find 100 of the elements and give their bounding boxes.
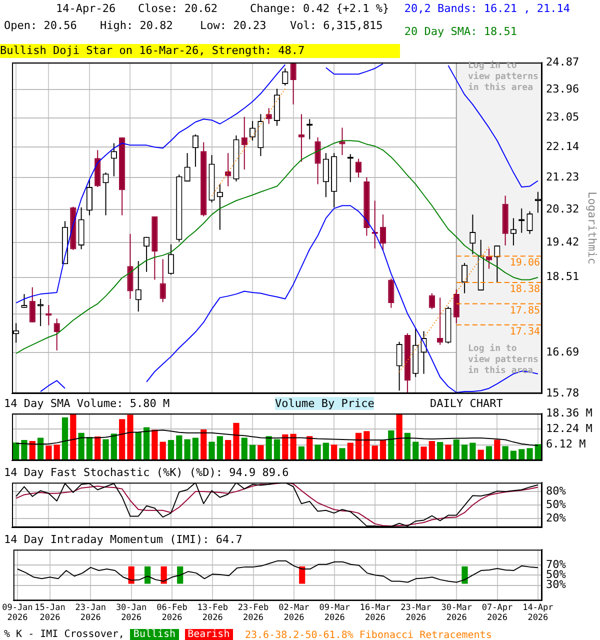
x-tick-label: 14-Apr 2026 bbox=[522, 602, 554, 624]
candlestick bbox=[322, 152, 329, 198]
x-tick-label: 02-Mar 2026 bbox=[278, 602, 310, 624]
bar bbox=[445, 444, 452, 460]
candlestick bbox=[46, 304, 52, 326]
bar bbox=[216, 436, 223, 460]
y-tick-label: 20% bbox=[546, 511, 566, 524]
candlestick bbox=[110, 142, 117, 177]
annotation: Log in to view patterns in this area bbox=[468, 61, 540, 94]
candlestick bbox=[396, 341, 402, 392]
x-tick-label: 30-Mar 2026 bbox=[441, 602, 472, 624]
bar bbox=[135, 432, 142, 460]
candlestick bbox=[241, 116, 248, 170]
ref-line-label: 19.06 bbox=[510, 258, 540, 269]
x-tick-label: 23-Feb 2026 bbox=[238, 602, 269, 624]
bar bbox=[168, 440, 174, 460]
y-tick-label: 15.78 bbox=[546, 386, 580, 400]
text: 20 Day SMA: 18.51 bbox=[404, 24, 518, 40]
bar bbox=[306, 436, 313, 460]
bar bbox=[453, 440, 460, 460]
candlestick bbox=[184, 152, 190, 182]
text: High: 20.82 bbox=[100, 19, 173, 32]
bar bbox=[184, 439, 190, 460]
candlestick bbox=[461, 262, 468, 294]
x-tick-label: 16-Mar 2026 bbox=[360, 602, 391, 624]
y-tick-label: 23.96 bbox=[546, 82, 580, 96]
candlestick bbox=[282, 68, 288, 86]
candlestick bbox=[266, 108, 272, 124]
bar bbox=[322, 442, 329, 460]
text: Volume By Price bbox=[275, 397, 374, 410]
candlestick bbox=[168, 244, 174, 276]
bar bbox=[437, 442, 444, 460]
x-tick-label: 09-Jan 2026 bbox=[2, 602, 33, 624]
candlestick bbox=[127, 233, 134, 300]
bar bbox=[152, 430, 158, 460]
bar bbox=[388, 430, 394, 460]
x-tick-label: 15-Jan 2026 bbox=[34, 602, 66, 624]
bar bbox=[70, 414, 76, 460]
text: Open: 20.56 bbox=[4, 19, 77, 32]
candlestick bbox=[54, 318, 60, 351]
text: Bullish Doji Star on 16-Mar-26, Strength: 48.7 bbox=[0, 44, 400, 58]
bar bbox=[298, 446, 305, 460]
bar bbox=[21, 440, 28, 460]
y-tick-label: 21.23 bbox=[546, 170, 580, 184]
bar bbox=[233, 422, 240, 460]
x-tick-label: 09-Mar 2026 bbox=[319, 602, 350, 624]
bar bbox=[526, 448, 533, 460]
ref-line-label: 17.85 bbox=[510, 305, 540, 316]
text: 23.6-38.2-50-61.8% Fibonacci Retracements bbox=[245, 629, 492, 640]
text: Close: 20.62 bbox=[138, 2, 218, 15]
bar bbox=[241, 438, 248, 460]
candlestick bbox=[380, 214, 386, 251]
chart-title: 14 Day Fast Stochastic (%K) (%D): 94.9 89.6 bbox=[4, 466, 289, 479]
text: 14-Apr-26 bbox=[56, 2, 116, 15]
candlestick bbox=[290, 62, 296, 105]
y-tick-label: 30% bbox=[546, 578, 566, 592]
ref-line-label: 18.38 bbox=[510, 284, 540, 296]
candlestick bbox=[494, 244, 500, 283]
bar bbox=[314, 444, 321, 460]
candlestick bbox=[526, 210, 533, 234]
bar bbox=[478, 450, 484, 460]
y-tick-label: 19.42 bbox=[546, 235, 580, 248]
x-tick-label: 23-Mar 2026 bbox=[400, 602, 432, 624]
candlestick bbox=[192, 134, 199, 168]
bar bbox=[192, 438, 199, 460]
text: 20,2 Bands: 16.21 , 21.14 bbox=[404, 1, 570, 17]
y-tick-label: 18.36 M bbox=[546, 406, 593, 420]
bar bbox=[274, 439, 280, 460]
bar bbox=[355, 432, 362, 460]
candlestick bbox=[388, 278, 394, 308]
candlestick bbox=[428, 292, 435, 310]
y-tick-label: 12.24 M bbox=[546, 422, 593, 436]
bar bbox=[486, 446, 492, 460]
y-tick-label: 22.14 bbox=[546, 140, 580, 154]
bar bbox=[372, 446, 378, 460]
y-tick-label: 24.87 bbox=[546, 55, 580, 68]
candlestick bbox=[298, 114, 305, 162]
candlestick bbox=[102, 172, 109, 216]
bar bbox=[13, 442, 20, 460]
text: Bullish bbox=[130, 629, 179, 640]
y-tick-label: 20.32 bbox=[546, 202, 580, 216]
candlestick bbox=[135, 260, 142, 312]
bar bbox=[54, 444, 60, 460]
y-tick-label: 80% bbox=[546, 484, 566, 498]
bar bbox=[331, 444, 338, 460]
bar bbox=[225, 440, 232, 460]
x-tick-label: 06-Feb 2026 bbox=[156, 602, 188, 624]
bar bbox=[420, 446, 427, 460]
text: Vol: 6,315,815 bbox=[290, 19, 383, 32]
bar bbox=[461, 444, 468, 460]
bar bbox=[102, 439, 109, 460]
bar bbox=[119, 419, 126, 460]
bar bbox=[290, 434, 296, 460]
candlestick bbox=[486, 248, 492, 270]
bar bbox=[266, 436, 272, 460]
text: Change: 0.42 {+2.1 %} bbox=[250, 2, 390, 15]
bar bbox=[176, 435, 182, 460]
bar bbox=[78, 432, 84, 460]
bar bbox=[249, 444, 256, 460]
x-tick-label: 07-Apr 2026 bbox=[482, 602, 513, 624]
